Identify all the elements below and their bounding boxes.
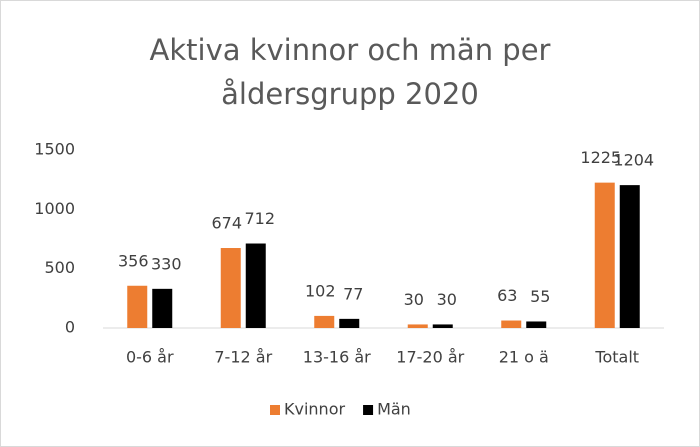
bar bbox=[127, 285, 148, 328]
data-label: 1225 bbox=[580, 148, 621, 167]
data-label: 102 bbox=[305, 281, 336, 300]
bar bbox=[594, 182, 615, 328]
x-tick-label: 0-6 år bbox=[126, 348, 174, 367]
data-label: 330 bbox=[151, 254, 182, 273]
bar bbox=[619, 185, 640, 328]
data-label: 30 bbox=[437, 290, 457, 309]
data-label: 356 bbox=[118, 251, 149, 270]
x-tick-label: Totalt bbox=[594, 348, 639, 367]
y-tick-label: 1000 bbox=[34, 199, 75, 218]
legend-label: Män bbox=[377, 400, 411, 419]
data-label: 712 bbox=[244, 209, 275, 228]
data-label: 55 bbox=[530, 287, 550, 306]
chart-title: Aktiva kvinnor och män per åldersgrupp 2… bbox=[149, 33, 551, 111]
bar bbox=[526, 321, 547, 328]
legend-swatch bbox=[363, 405, 374, 415]
bar bbox=[314, 315, 335, 328]
y-tick-label: 1500 bbox=[34, 140, 75, 159]
x-tick-label: 17-20 år bbox=[396, 348, 464, 367]
x-tick-label: 21 o ä bbox=[499, 348, 549, 367]
bar bbox=[152, 288, 173, 328]
legend-swatch bbox=[270, 405, 280, 415]
bar bbox=[407, 324, 428, 328]
data-label: 63 bbox=[497, 286, 517, 305]
bar bbox=[432, 324, 453, 328]
y-tick-label: 0 bbox=[65, 318, 75, 337]
data-label: 30 bbox=[404, 290, 424, 309]
data-label: 674 bbox=[211, 214, 242, 233]
legend-label: Kvinnor bbox=[284, 400, 345, 419]
bar bbox=[220, 248, 241, 328]
data-label: 77 bbox=[343, 284, 363, 303]
data-label: 1204 bbox=[613, 151, 654, 170]
bar bbox=[339, 318, 360, 328]
bar bbox=[245, 243, 266, 328]
x-tick-label: 13-16 år bbox=[303, 348, 371, 367]
x-tick-label: 7-12 år bbox=[214, 348, 272, 367]
y-tick-label: 500 bbox=[44, 258, 75, 277]
bar bbox=[501, 320, 522, 328]
